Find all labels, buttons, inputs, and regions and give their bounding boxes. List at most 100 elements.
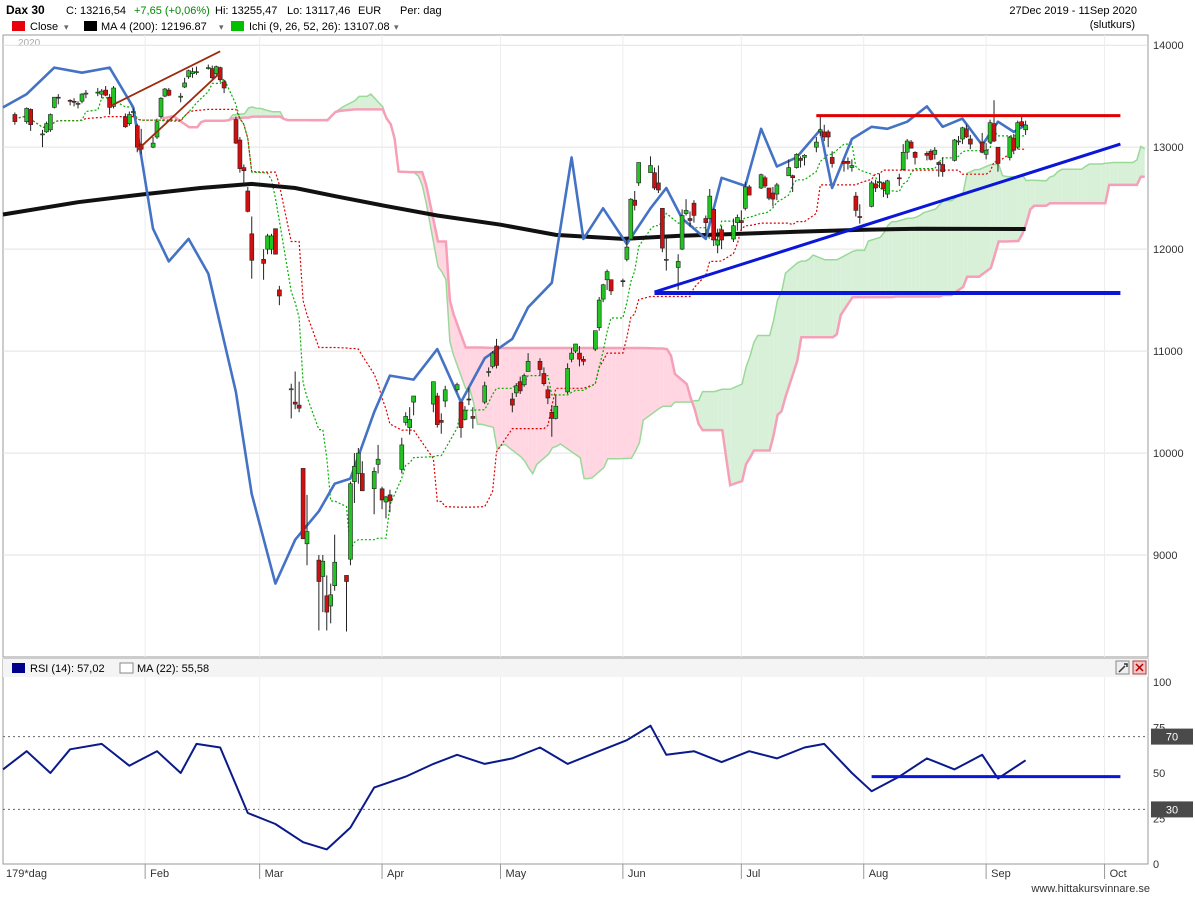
candle [292,371,298,410]
candle [273,228,278,255]
candle [798,156,803,168]
cloud-segment [892,221,897,298]
candle [249,216,255,279]
candle [245,186,251,213]
cloud-segment [520,348,525,462]
cloud-segment [260,108,273,117]
candle [687,211,693,227]
legend-item-ma[interactable]: MA 4 (200): 12196.87 ▾ [84,21,224,33]
candle [375,444,381,474]
legend-dropdown-icon[interactable]: ▾ [394,22,399,32]
candle-body [814,141,819,148]
legend-swatch-close [12,21,25,31]
candle-body [904,140,910,153]
candle-body [707,195,713,219]
cloud-segment [935,204,940,297]
candle [1007,135,1013,161]
candle-body [83,92,89,95]
candle [1023,120,1028,135]
cloud-segment [343,100,356,111]
cloud-segment [884,225,889,298]
candle-body [379,488,385,501]
low-value: Lo: 13117,46 [287,5,350,17]
candle-body [383,496,389,503]
candle [510,392,515,413]
candle [75,101,81,109]
cloud-segment [951,192,964,296]
wrench-icon[interactable] [1115,660,1130,675]
candle [663,235,669,271]
candle-body [691,202,697,216]
legend-dropdown-icon[interactable]: ▾ [219,22,224,32]
legend-item-close[interactable]: Close ▾ [12,21,69,33]
candle [731,218,736,242]
rsi-ma-legend-label: MA (22): 55,58 [137,663,209,675]
legend-dropdown-icon[interactable]: ▾ [64,22,69,32]
cloud-segment [781,273,786,412]
candle-body [75,103,81,105]
cloud-segment [1077,169,1082,204]
candle-body [1019,121,1025,127]
candle-body [454,384,460,391]
candle [525,353,531,372]
cloud-segment [840,251,853,315]
cloud-segment [1073,169,1078,204]
cloud-segment [730,383,743,486]
candle [1019,116,1025,127]
cloud-segment [722,389,727,459]
candle-body [802,155,807,158]
ichimoku-cloud [161,93,1146,487]
cloud-segment [674,374,687,403]
cloud-segment [1101,163,1106,204]
cloud-segment [548,348,553,455]
cloud-segment [868,237,881,298]
cloud-segment [1061,169,1074,204]
candle [707,188,713,220]
candle [40,129,45,148]
x-tick-label: Apr [387,868,404,880]
cloud-segment [785,262,798,397]
close-icon[interactable] [1132,660,1147,675]
candle [877,173,882,188]
candle [762,175,768,188]
candle-body [960,127,965,140]
x-tick-label: Mar [265,868,284,880]
cloud-segment [797,261,802,361]
price-tick-label: 9000 [1153,550,1177,562]
cloud-segment [363,96,367,110]
cloud-segment [757,335,770,451]
candle [802,154,807,166]
candle-body [968,138,973,145]
candle-body [316,559,322,582]
candle-body [553,405,559,419]
candle-body [735,217,740,223]
candle-body [900,152,906,170]
candle [952,139,957,162]
legend-item-ichimoku[interactable]: Ichi (9, 26, 52, 26): 13107.08 ▾ [231,21,399,33]
candle-body [940,164,946,172]
candle [932,147,938,160]
candle-body [660,208,665,249]
candle [486,367,492,377]
cloud-segment [438,241,442,273]
cloud-segment [947,200,952,296]
rsi-panel: RSI (14): 57,02 MA (22): 55,58 025507510… [2,658,1193,871]
candle [825,129,831,148]
cloud-segment [860,250,865,298]
cloud-segment [1030,180,1035,210]
cloud-segment [1132,159,1137,185]
ichimoku-lines [14,77,1026,552]
candle [758,173,764,189]
candle-body [296,404,302,409]
trend-drawings [109,50,1121,295]
candle [746,184,752,196]
candle-body [277,289,282,297]
cloud-segment [805,259,810,338]
rsi-legend-swatch [12,663,25,673]
candle-body [770,192,776,200]
candle-body [103,89,108,96]
candle [103,85,108,97]
cloud-segment [939,200,944,297]
candle-body [573,343,578,352]
